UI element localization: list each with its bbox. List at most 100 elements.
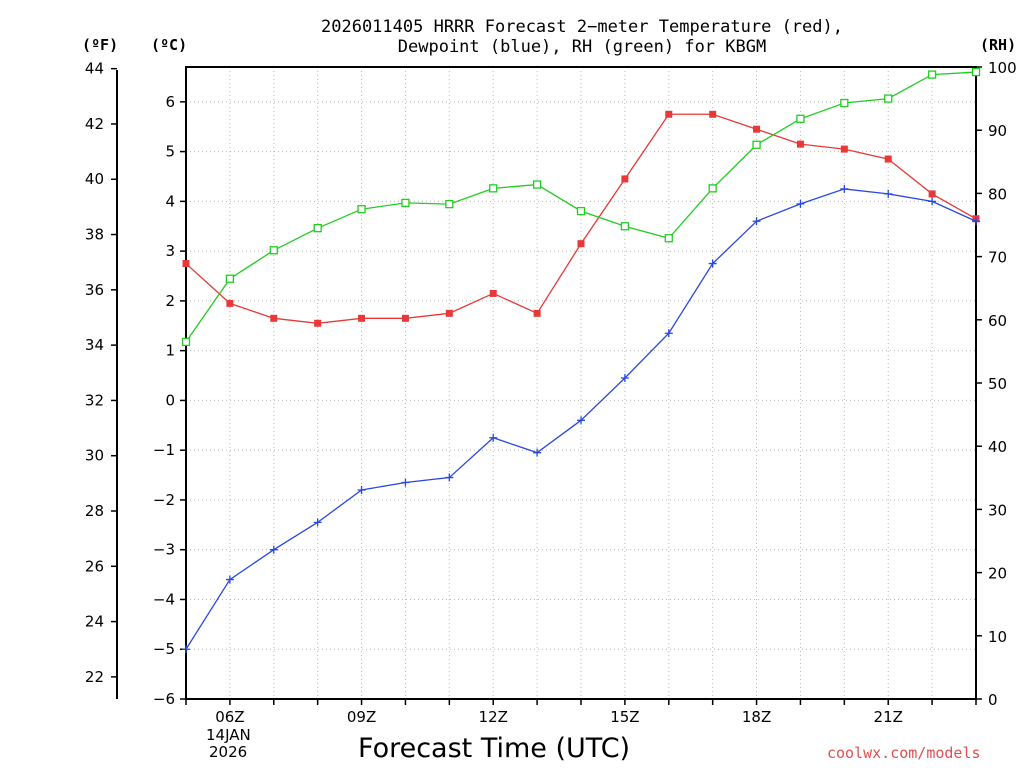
rh-point <box>576 206 586 216</box>
rh-point <box>620 222 630 231</box>
dewpoint-point <box>620 374 629 383</box>
celsius-tick-label: −5 <box>153 640 175 658</box>
dewpoint-point <box>928 197 937 206</box>
fahrenheit-tick-label: 30 <box>85 447 104 465</box>
rh-point <box>664 234 673 243</box>
rh-tick-label: 60 <box>988 312 1007 330</box>
dewpoint-point <box>401 478 410 487</box>
temperature-point <box>577 240 585 248</box>
rh-point <box>225 274 235 283</box>
temperature-point <box>928 190 936 198</box>
celsius-tick-label: −2 <box>153 491 175 509</box>
rh-point <box>532 180 542 189</box>
fahrenheit-tick-label: 34 <box>85 336 104 354</box>
rh-point <box>752 140 761 149</box>
credit-link[interactable]: coolwx.com/models <box>827 744 981 762</box>
rh-point <box>884 94 893 103</box>
temperature-point <box>270 314 278 322</box>
temperature-point <box>314 319 322 327</box>
rh-point <box>840 98 849 108</box>
temperature-point <box>226 299 234 307</box>
dewpoint-point <box>796 199 805 208</box>
celsius-tick-label: 3 <box>165 242 175 260</box>
rh-point <box>269 246 278 255</box>
temperature-point <box>884 155 892 163</box>
rh-unit-label: (RH) <box>980 36 1017 54</box>
dewpoint-point <box>752 217 761 226</box>
dewpoint-point <box>840 184 849 193</box>
rh-tick-label: 10 <box>988 628 1007 646</box>
x-tick-label: 15Z <box>610 708 639 726</box>
dewpoint-point <box>664 329 673 338</box>
rh-point <box>357 205 366 214</box>
rh-point <box>445 199 454 209</box>
fahrenheit-tick-label: 36 <box>85 281 104 299</box>
celsius-tick-label: 1 <box>165 342 175 360</box>
date-label-year: 2026 <box>209 743 248 761</box>
chart-title-line-2: Dewpoint (blue), RH (green) for KBGM <box>397 37 767 57</box>
celsius-tick-label: −1 <box>153 441 175 459</box>
celsius-tick-label: 5 <box>165 143 175 161</box>
rh-point <box>971 67 981 77</box>
temperature-point <box>753 125 761 133</box>
rh-point <box>708 184 717 193</box>
celsius-tick-label: −6 <box>153 690 175 708</box>
date-label-day: 14JAN <box>206 726 251 744</box>
celsius-tick-label: 6 <box>165 93 175 111</box>
rh-tick-label: 70 <box>988 249 1007 267</box>
rh-tick-label: 50 <box>988 375 1007 393</box>
dewpoint-point <box>357 485 366 494</box>
fahrenheit-tick-label: 44 <box>85 60 104 78</box>
celsius-tick-label: −3 <box>153 541 175 559</box>
fahrenheit-tick-label: 26 <box>85 557 104 575</box>
celsius-tick-label: 2 <box>165 292 175 310</box>
dewpoint-point <box>884 189 893 198</box>
temperature-point <box>445 309 453 317</box>
dewpoint-point <box>533 448 542 457</box>
rh-tick-label: 0 <box>988 691 998 709</box>
temperature-point <box>665 110 673 118</box>
fahrenheit-unit-label: (ºF) <box>82 36 119 54</box>
fahrenheit-tick-label: 32 <box>85 391 104 409</box>
dewpoint-point <box>708 259 717 268</box>
rh-point <box>796 114 805 123</box>
fahrenheit-tick-label: 24 <box>85 613 104 631</box>
celsius-tick-label: −4 <box>153 590 175 608</box>
rh-tick-label: 100 <box>988 59 1017 77</box>
fahrenheit-tick-label: 28 <box>85 502 104 520</box>
fahrenheit-tick-label: 38 <box>85 226 104 244</box>
x-tick-label: 06Z <box>215 708 244 726</box>
rh-tick-label: 80 <box>988 185 1007 203</box>
rh-tick-label: 20 <box>988 565 1007 583</box>
x-tick-label: 12Z <box>479 708 508 726</box>
temperature-point <box>840 145 848 153</box>
dewpoint-point <box>489 433 498 442</box>
temperature-point <box>533 309 541 317</box>
fahrenheit-tick-label: 22 <box>85 668 104 686</box>
dewpoint-point <box>577 416 585 425</box>
x-tick-label: 09Z <box>347 708 376 726</box>
x-axis-label: Forecast Time (UTC) <box>358 733 631 764</box>
temperature-point <box>358 314 366 322</box>
rh-point <box>489 184 498 193</box>
grid-lines <box>186 67 977 700</box>
rh-point <box>401 198 410 208</box>
temperature-point <box>489 289 497 297</box>
celsius-tick-label: 4 <box>165 192 175 210</box>
dewpoint-point <box>313 518 322 527</box>
tick-labels: 222426283032343638404244−6−5−4−3−2−10123… <box>85 59 1017 726</box>
rh-point <box>927 70 937 79</box>
celsius-tick-label: 0 <box>165 391 175 409</box>
temperature-point <box>182 260 190 268</box>
chart-title-line-1: 2026011405 HRRR Forecast 2−meter Tempera… <box>321 17 843 37</box>
celsius-unit-label: (ºC) <box>151 36 188 54</box>
fahrenheit-tick-label: 42 <box>85 115 104 133</box>
rh-tick-label: 90 <box>988 122 1007 140</box>
temperature-point <box>709 110 717 118</box>
dewpoint-point <box>182 645 190 654</box>
rh-tick-label: 30 <box>988 501 1007 519</box>
x-tick-label: 21Z <box>874 708 903 726</box>
dewpoint-point <box>269 545 278 554</box>
axes <box>111 66 982 705</box>
